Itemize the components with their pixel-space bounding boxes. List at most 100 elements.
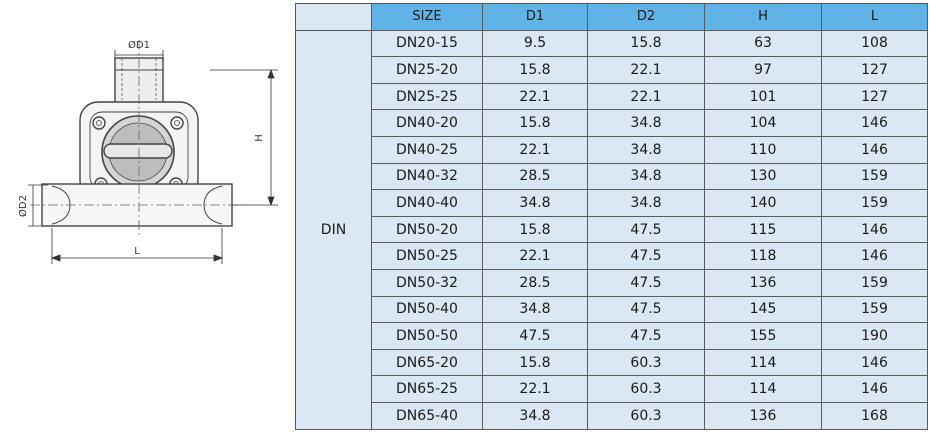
cell-h: 118 [704,242,822,270]
cell-d2: 60.3 [587,375,705,403]
cell-h: 101 [704,82,822,111]
cell-d2: 34.8 [587,109,705,137]
cell-d2: 47.5 [587,268,705,297]
cell-l: 190 [821,322,928,350]
table-row: DN40-32 28.5 34.8 130 159 [296,162,928,191]
dimension-label-d2: ØD2 [17,195,29,217]
cell-d2: 15.8 [587,29,705,58]
cell-l: 108 [821,29,928,58]
cell-size: DN50-50 [371,322,483,350]
dimension-label-l: L [134,246,140,257]
column-header-d2: D2 [587,3,705,31]
cell-d1: 9.5 [482,29,588,58]
cell-size: DN50-32 [371,268,483,297]
cell-l: 159 [821,162,928,191]
cell-h: 110 [704,135,822,164]
cell-l: 146 [821,242,928,270]
cell-size: DN50-20 [371,215,483,244]
cell-d2: 60.3 [587,348,705,377]
cell-h: 104 [704,109,822,137]
cell-l: 146 [821,348,928,377]
cell-l: 146 [821,135,928,164]
dimension-label-d1: ØD1 [128,39,150,51]
cell-h: 114 [704,348,822,377]
cell-h: 136 [704,401,822,430]
table-row: DN65-25 22.1 60.3 114 146 [296,375,928,403]
cell-size: DN40-32 [371,162,483,191]
table-row: DN65-20 15.8 60.3 114 146 [296,348,928,377]
cell-size: DN40-20 [371,109,483,137]
bolt-hole-top-right [170,116,184,130]
cell-h: 63 [704,29,822,58]
header-row: SIZE D1 D2 H L [295,3,928,31]
cell-h: 97 [704,56,822,84]
cell-size: DN25-25 [371,82,483,111]
dimension-label-h: H [254,134,265,142]
cell-d1: 34.8 [482,401,588,430]
cell-d1: 28.5 [482,162,588,191]
table-row: DN40-20 15.8 34.8 104 146 [296,109,928,137]
table-row: DN40-40 34.8 34.8 140 159 [296,189,928,217]
tapping-saddle-drawing: ØD1 H ØD2 L [17,39,278,264]
cell-size: DN65-25 [371,375,483,403]
cell-size: DN40-40 [371,189,483,217]
cell-d1: 15.8 [482,56,588,84]
table-row: DN50-25 22.1 47.5 118 146 [296,242,928,270]
column-header-d1: D1 [482,3,588,31]
table-row: DN50-40 34.8 47.5 145 159 [296,295,928,324]
cell-l: 159 [821,295,928,324]
cell-h: 155 [704,322,822,350]
bolt-hole-top-left [92,116,106,130]
column-header-h: H [704,3,822,31]
table-row: DN50-20 15.8 47.5 115 146 [296,215,928,244]
cell-d1: 47.5 [482,322,588,350]
cell-d1: 22.1 [482,82,588,111]
cell-d2: 47.5 [587,322,705,350]
cell-d1: 15.8 [482,109,588,137]
cell-size: DN50-40 [371,295,483,324]
cell-h: 115 [704,215,822,244]
cell-size: DN65-40 [371,401,483,430]
cell-h: 140 [704,189,822,217]
cell-d2: 34.8 [587,162,705,191]
cell-l: 168 [821,401,928,430]
table-row: DN50-32 28.5 47.5 136 159 [296,268,928,297]
dimension-table: SIZE D1 D2 H L DIN DN20-15 9.5 15.8 63 108 DN2… [295,3,928,430]
table-row: DN25-20 15.8 22.1 97 127 [296,56,928,84]
cell-l: 127 [821,56,928,84]
cell-d2: 22.1 [587,82,705,111]
cell-d1: 34.8 [482,189,588,217]
table-row: DN50-50 47.5 47.5 155 190 [296,322,928,350]
cell-d1: 28.5 [482,268,588,297]
table-body: DIN DN20-15 9.5 15.8 63 108 DN25-20 15.8 22.1 97 1… [295,29,928,430]
cell-size: DN50-25 [371,242,483,270]
cell-h: 114 [704,375,822,403]
cell-l: 146 [821,215,928,244]
cell-d2: 47.5 [587,295,705,324]
cell-d1: 22.1 [482,135,588,164]
cell-d2: 22.1 [587,56,705,84]
column-header-l: L [821,3,928,31]
cell-d1: 22.1 [482,242,588,270]
table-row: DN65-40 34.8 60.3 136 168 [296,401,928,430]
cell-h: 130 [704,162,822,191]
cell-l: 159 [821,268,928,297]
cell-d2: 34.8 [587,189,705,217]
cell-d2: 47.5 [587,215,705,244]
cell-d1: 15.8 [482,215,588,244]
table-row: DN40-25 22.1 34.8 110 146 [296,135,928,164]
cell-d2: 60.3 [587,401,705,430]
cell-size: DN20-15 [371,29,483,58]
cell-l: 146 [821,375,928,403]
standard-header-cell [295,3,372,31]
cell-d2: 34.8 [587,135,705,164]
cell-d1: 22.1 [482,375,588,403]
cell-l: 127 [821,82,928,111]
cell-size: DN65-20 [371,348,483,377]
table-row: DN25-25 22.1 22.1 101 127 [296,82,928,111]
cell-size: DN40-25 [371,135,483,164]
cell-l: 146 [821,109,928,137]
column-header-size: SIZE [371,3,483,31]
cell-l: 159 [821,189,928,217]
cell-d1: 15.8 [482,348,588,377]
